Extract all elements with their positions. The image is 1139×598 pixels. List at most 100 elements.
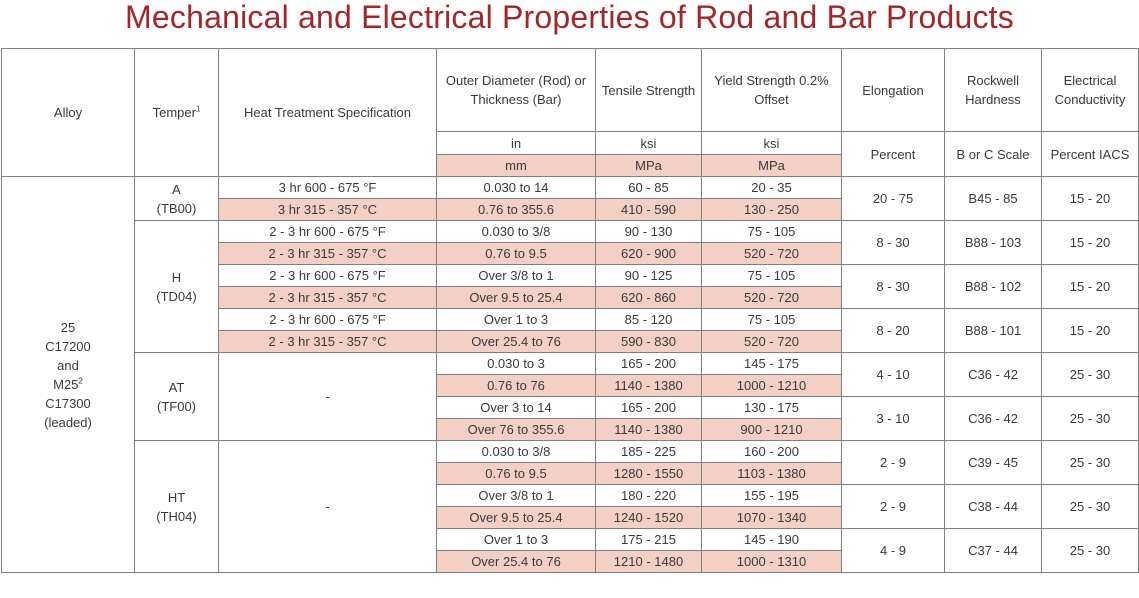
elongation-cell: 3 - 10	[841, 396, 945, 441]
yield-cell: 1103 - 1380	[701, 462, 842, 485]
tensile-cell: 60 - 85	[595, 176, 702, 199]
yield-cell: 1000 - 1310	[701, 550, 842, 573]
heat-cell-dash: -	[218, 440, 437, 573]
table-row: Over 76 to 355.6 1140 - 1380 900 - 1210	[2, 418, 1139, 441]
yield-cell: 520 - 720	[701, 242, 842, 265]
od-cell: 0.76 to 355.6	[436, 198, 596, 221]
od-cell: Over 3 to 14	[436, 396, 596, 419]
yield-cell: 130 - 250	[701, 198, 842, 221]
rockwell-cell: B88 - 102	[944, 264, 1042, 309]
tensile-cell: 185 - 225	[595, 440, 702, 463]
tensile-cell: 85 - 120	[595, 308, 702, 331]
od-cell: Over 1 to 3	[436, 528, 596, 551]
rockwell-cell: C39 - 45	[944, 440, 1042, 485]
alloy-header: Alloy	[1, 48, 135, 177]
elongation-cell: 20 - 75	[841, 176, 945, 221]
heat-cell: 2 - 3 hr 315 - 357 °C	[218, 330, 437, 353]
page-title: Mechanical and Electrical Properties of …	[125, 0, 1014, 35]
unit-row-metric: mm MPa MPa	[2, 154, 1139, 177]
od-unit-in: in	[436, 131, 596, 155]
temper-header-label: Temper	[152, 105, 196, 120]
yield-cell: 160 - 200	[701, 440, 842, 463]
yield-cell: 145 - 175	[701, 352, 842, 375]
tensile-cell: 180 - 220	[595, 484, 702, 507]
yield-unit-ksi: ksi	[701, 131, 842, 155]
od-cell: Over 1 to 3	[436, 308, 596, 331]
heat-cell: 2 - 3 hr 315 - 357 °C	[218, 286, 437, 309]
tensile-cell: 620 - 900	[595, 242, 702, 265]
conductivity-cell: 15 - 20	[1041, 264, 1139, 309]
conductivity-cell: 15 - 20	[1041, 176, 1139, 221]
yield-cell: 900 - 1210	[701, 418, 842, 441]
conductivity-cell: 25 - 30	[1041, 352, 1139, 397]
heat-cell: 2 - 3 hr 315 - 357 °C	[218, 242, 437, 265]
yield-cell: 520 - 720	[701, 286, 842, 309]
table-row: Over 25.4 to 76 1210 - 1480 1000 - 1310	[2, 550, 1139, 573]
tensile-cell: 620 - 860	[595, 286, 702, 309]
rockwell-cell: C38 - 44	[944, 484, 1042, 529]
yield-cell: 130 - 175	[701, 396, 842, 419]
elongation-cell: 4 - 9	[841, 528, 945, 573]
od-cell: Over 3/8 to 1	[436, 264, 596, 287]
table-row: 0.76 to 76 1140 - 1380 1000 - 1210	[2, 374, 1139, 397]
temper-designation: (TF00)	[157, 398, 196, 414]
rockwell-header: Rockwell Hardness	[944, 48, 1042, 132]
od-cell: Over 9.5 to 25.4	[436, 506, 596, 529]
yield-cell: 75 - 105	[701, 308, 842, 331]
alloy-line: 25	[60, 319, 76, 335]
rockwell-cell: B88 - 101	[944, 308, 1042, 353]
table-row: Over 9.5 to 25.4 1240 - 1520 1070 - 1340	[2, 506, 1139, 529]
tensile-cell: 1240 - 1520	[595, 506, 702, 529]
conductivity-cell: 25 - 30	[1041, 484, 1139, 529]
heat-cell: 3 hr 600 - 675 °F	[218, 176, 437, 199]
tensile-cell: 590 - 830	[595, 330, 702, 353]
table-row: 2 - 3 hr 315 - 357 °C 0.76 to 9.5 620 - …	[2, 242, 1139, 265]
alloy-line: C17200	[45, 338, 91, 354]
conductivity-cell: 25 - 30	[1041, 440, 1139, 485]
od-cell: Over 25.4 to 76	[436, 330, 596, 353]
tensile-cell: 165 - 200	[595, 352, 702, 375]
yield-cell: 20 - 35	[701, 176, 842, 199]
tensile-cell: 1210 - 1480	[595, 550, 702, 573]
alloy-line: (leaded)	[44, 414, 92, 430]
rockwell-cell: B45 - 85	[944, 176, 1042, 221]
tensile-cell: 165 - 200	[595, 396, 702, 419]
temper-designation: (TH04)	[156, 508, 197, 524]
od-cell: 0.030 to 3/8	[436, 440, 596, 463]
rockwell-cell: B88 - 103	[944, 220, 1042, 265]
table-row: 25 C17200 and M252 C17300 (leaded) A (TB0…	[1, 176, 1139, 573]
yield-cell: 1070 - 1340	[701, 506, 842, 529]
rockwell-cell: C37 - 44	[944, 528, 1042, 573]
alloy-line: and	[57, 357, 79, 373]
heat-cell: 2 - 3 hr 600 - 675 °F	[218, 220, 437, 243]
elongation-cell: 8 - 30	[841, 220, 945, 265]
temper-code: AT	[168, 379, 185, 395]
table-row: HT (TH04) - 0.030 to 3/8 185 - 225 160 - …	[2, 440, 1139, 573]
table-row: AT (TF00) - 0.030 to 3 165 - 200 145 - 17…	[2, 352, 1139, 441]
tensile-unit-mpa: MPa	[595, 154, 702, 177]
temper-designation: (TB00)	[156, 200, 197, 216]
temper-footnote-mark: 1	[195, 104, 201, 114]
temper-cell-at: AT (TF00)	[134, 352, 219, 441]
temper-cell-a: A (TB00)	[134, 176, 219, 221]
table-row: 2 - 3 hr 600 - 675 °F Over 1 to 3 85 - 1…	[2, 308, 1139, 353]
od-cell: 0.030 to 3	[436, 352, 596, 375]
od-cell: 0.030 to 3/8	[436, 220, 596, 243]
alloy-footnote-mark: 2	[78, 376, 83, 386]
heat-cell: 3 hr 315 - 357 °C	[218, 198, 437, 221]
conductivity-cell: 15 - 20	[1041, 308, 1139, 353]
temper-code: H	[171, 269, 182, 285]
elongation-cell: 8 - 20	[841, 308, 945, 353]
properties-table: Alloy Temper1 Heat Treatment Specificati…	[1, 48, 1139, 573]
table-row: 0.76 to 9.5 1280 - 1550 1103 - 1380	[2, 462, 1139, 485]
yield-unit-mpa: MPa	[701, 154, 842, 177]
alloy-line: M252	[4, 375, 132, 394]
alloy-line: C17300	[45, 395, 91, 411]
tensile-unit-ksi: ksi	[595, 131, 702, 155]
rockwell-cell: C36 - 42	[944, 352, 1042, 397]
yield-cell: 75 - 105	[701, 220, 842, 243]
yield-cell: 75 - 105	[701, 264, 842, 287]
tensile-header: Tensile Strength	[595, 48, 702, 132]
table-row: Over 1 to 3 175 - 215 145 - 190 4 - 9 C3…	[2, 528, 1139, 573]
tensile-cell: 1140 - 1380	[595, 418, 702, 441]
